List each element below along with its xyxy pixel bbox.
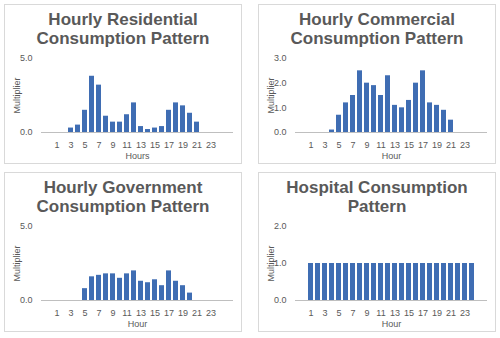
svg-text:9: 9	[364, 140, 369, 150]
svg-text:17: 17	[164, 308, 174, 318]
svg-text:0.0: 0.0	[20, 295, 33, 305]
svg-text:5: 5	[82, 308, 87, 318]
svg-text:15: 15	[150, 140, 160, 150]
svg-text:Multiplier: Multiplier	[12, 245, 22, 281]
svg-text:7: 7	[350, 140, 355, 150]
svg-text:17: 17	[418, 140, 428, 150]
svg-text:13: 13	[136, 308, 146, 318]
svg-text:19: 19	[178, 140, 188, 150]
svg-text:23: 23	[460, 140, 470, 150]
svg-text:11: 11	[122, 308, 131, 318]
svg-text:9: 9	[110, 308, 115, 318]
svg-text:17: 17	[418, 308, 428, 318]
svg-text:19: 19	[432, 140, 442, 150]
html-text:Hourly Government Consumption: Hourly Government Consumption Pattern	[36, 178, 210, 216]
svg-text:Multiplier: Multiplier	[266, 245, 276, 281]
svg-text:5.0: 5.0	[20, 221, 33, 231]
svg-text:1: 1	[54, 140, 59, 150]
html-text:Hourly Residential Consumption: Hourly Residential Consumption Pattern	[36, 10, 210, 48]
svg-text:23: 23	[206, 308, 216, 318]
svg-text:5: 5	[82, 140, 87, 150]
svg-text:1: 1	[308, 308, 313, 318]
svg-text:3: 3	[322, 308, 327, 318]
svg-text:23: 23	[206, 140, 216, 150]
html-text:Hourly Commercial Consumption: Hourly Commercial Consumption Pattern	[290, 10, 464, 48]
svg-text:2.0: 2.0	[274, 221, 287, 231]
svg-text:7: 7	[350, 308, 355, 318]
svg-text:21: 21	[446, 140, 456, 150]
svg-text:Hour: Hour	[382, 151, 402, 161]
svg-text:Multiplier: Multiplier	[12, 77, 22, 113]
svg-text:17: 17	[164, 140, 174, 150]
svg-text:2.0: 2.0	[274, 78, 287, 88]
svg-text:19: 19	[178, 308, 188, 318]
svg-text:19: 19	[432, 308, 442, 318]
svg-text:15: 15	[404, 308, 414, 318]
svg-text:Hour: Hour	[382, 319, 402, 329]
svg-text:11: 11	[122, 140, 131, 150]
svg-text:0.0: 0.0	[274, 295, 287, 305]
svg-text:11: 11	[376, 140, 385, 150]
svg-text:3.0: 3.0	[274, 53, 287, 63]
svg-text:1.0: 1.0	[274, 258, 287, 269]
svg-text:1.0: 1.0	[274, 102, 287, 113]
svg-text:15: 15	[404, 140, 414, 150]
svg-text:7: 7	[96, 140, 101, 150]
svg-text:3: 3	[68, 140, 73, 150]
svg-text:9: 9	[364, 308, 369, 318]
svg-text:5: 5	[336, 308, 341, 318]
html-text:Hospital Consumption Pattern: Hospital Consumption Pattern	[286, 178, 468, 216]
svg-text:0.0: 0.0	[20, 127, 33, 137]
svg-text:7: 7	[96, 308, 101, 318]
svg-text:13: 13	[390, 140, 400, 150]
svg-text:13: 13	[136, 140, 146, 150]
svg-text:3: 3	[322, 140, 327, 150]
svg-text:9: 9	[110, 140, 115, 150]
svg-text:0.0: 0.0	[274, 127, 287, 137]
svg-text:1: 1	[308, 140, 313, 150]
svg-text:Hours: Hours	[125, 151, 150, 161]
svg-text:5: 5	[336, 140, 341, 150]
svg-text:5.0: 5.0	[20, 53, 33, 63]
svg-text:1: 1	[54, 308, 59, 318]
svg-text:Multiplier: Multiplier	[266, 77, 276, 113]
svg-text:11: 11	[376, 308, 385, 318]
svg-text:21: 21	[192, 140, 202, 150]
svg-text:3: 3	[68, 308, 73, 318]
svg-text:15: 15	[150, 308, 160, 318]
svg-text:21: 21	[446, 308, 456, 318]
svg-text:Hour: Hour	[128, 319, 148, 329]
svg-text:13: 13	[390, 308, 400, 318]
svg-text:21: 21	[192, 308, 202, 318]
svg-text:23: 23	[460, 308, 470, 318]
